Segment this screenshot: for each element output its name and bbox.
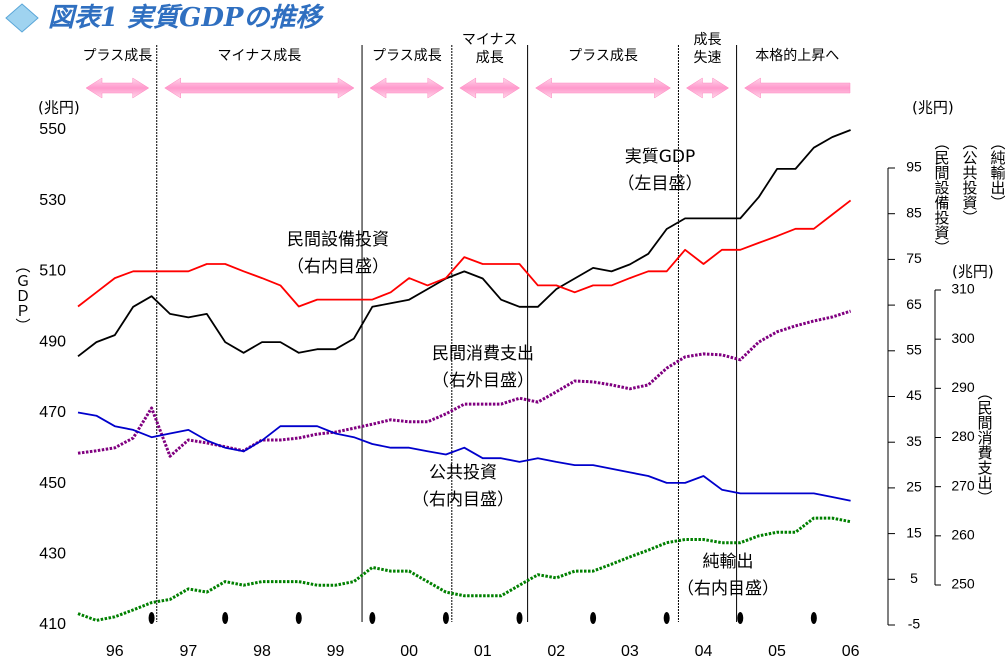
- y2-tick-label: 95: [906, 159, 922, 175]
- x-tick-label: 02: [547, 643, 565, 660]
- annotation: 民間設備投資: [287, 230, 389, 250]
- y2-tick-label: 25: [906, 479, 922, 495]
- x-tick-label: 98: [253, 643, 271, 660]
- x-tick-label: 96: [106, 643, 124, 660]
- y2-label: （公共投資）: [961, 135, 979, 225]
- y2-tick-label: 75: [906, 250, 922, 266]
- y2-tick-label: 55: [906, 342, 922, 358]
- x-tick: [295, 612, 302, 624]
- y2-label: （民間設備投資）: [933, 135, 951, 255]
- y3-tick-label: 310: [951, 281, 975, 297]
- y2-tick-label: 15: [906, 524, 922, 540]
- phase-arrow: [685, 77, 730, 99]
- y2-label: （純輸出）: [989, 135, 1006, 210]
- y3-unit: (兆円): [952, 263, 994, 281]
- annotation: 民間消費支出: [432, 344, 534, 364]
- annotation: （右外目盛）: [432, 371, 534, 391]
- x-tick-label: 99: [327, 643, 345, 660]
- y-label: （ＧＤＰ）: [14, 258, 32, 333]
- y2-tick-label: 65: [906, 296, 922, 312]
- y-tick-label: 450: [39, 475, 66, 492]
- y3-tick-label: 260: [951, 527, 975, 543]
- phase-arrow: [535, 77, 671, 99]
- x-tick: [222, 612, 229, 624]
- phase-arrow: [164, 77, 355, 99]
- phase-label: プラス成長: [83, 48, 153, 64]
- x-tick-label: 04: [695, 643, 713, 660]
- phase-arrow: [85, 77, 150, 99]
- y3-tick-label: 250: [951, 576, 975, 592]
- y3-tick-label: 270: [951, 477, 975, 493]
- phase-label: マイナス成長: [218, 48, 302, 64]
- phase-label: マイナス: [462, 32, 518, 48]
- y-tick-label: 490: [39, 333, 66, 350]
- y3-tick-label: 280: [951, 428, 975, 444]
- x-tick: [516, 612, 523, 624]
- y-tick-label: 470: [39, 404, 66, 421]
- phase-label: 本格的上昇へ: [755, 48, 839, 64]
- phase-label: プラス成長: [568, 48, 638, 64]
- y-tick-label: 550: [39, 121, 66, 138]
- annotation: （右内目盛）: [677, 579, 779, 599]
- y3-label: （民間消費支出）: [976, 385, 994, 505]
- annotation: 純輸出: [703, 552, 754, 572]
- y2-unit: (兆円): [912, 99, 954, 117]
- x-tick-label: 03: [621, 643, 639, 660]
- series-line: [77, 199, 852, 308]
- y-tick-label: 530: [39, 192, 66, 209]
- annotation: （右内目盛）: [287, 257, 389, 277]
- x-tick-label: 00: [400, 643, 418, 660]
- annotation: 実質GDP: [625, 147, 696, 167]
- y-tick-label: 430: [39, 546, 66, 563]
- y-tick-label: 510: [39, 263, 66, 280]
- y2-tick-label: 35: [906, 433, 922, 449]
- phase-arrow: [459, 77, 521, 99]
- y3-tick-label: 300: [951, 330, 975, 346]
- y2-tick-label: -5: [908, 616, 921, 632]
- phase-arrow: [369, 77, 445, 99]
- x-tick-label: 05: [768, 643, 786, 660]
- x-tick: [148, 612, 155, 624]
- y-unit: (兆円): [38, 99, 80, 117]
- x-tick: [442, 612, 449, 624]
- title-icon: [5, 3, 39, 33]
- y2-tick-label: 45: [906, 387, 922, 403]
- series-line: [77, 516, 851, 622]
- y2-tick-label: 5: [910, 570, 918, 586]
- phase-label: 成長: [694, 32, 722, 48]
- series-line: [77, 411, 851, 502]
- y-tick-label: 410: [39, 616, 66, 633]
- x-tick: [590, 612, 597, 624]
- phase-label: 失速: [694, 50, 722, 66]
- x-tick: [663, 612, 670, 624]
- x-tick-label: 97: [179, 643, 197, 660]
- x-tick-label: 01: [474, 643, 492, 660]
- phase-label: プラス成長: [372, 48, 442, 64]
- y2-tick-label: 85: [906, 204, 922, 220]
- y3-tick-label: 290: [951, 379, 975, 395]
- annotation: （右内目盛）: [412, 490, 514, 510]
- x-tick-label: 06: [842, 643, 860, 660]
- annotation: 公共投資: [429, 463, 497, 483]
- x-tick: [369, 612, 376, 624]
- x-tick: [737, 612, 744, 624]
- phase-arrow: [744, 77, 851, 99]
- series-line: [77, 129, 851, 358]
- annotation: （左目盛）: [618, 174, 703, 194]
- x-tick: [810, 612, 817, 624]
- chart-title: 図表1 実質GDPの推移: [48, 3, 324, 33]
- phase-label: 成長: [476, 50, 504, 66]
